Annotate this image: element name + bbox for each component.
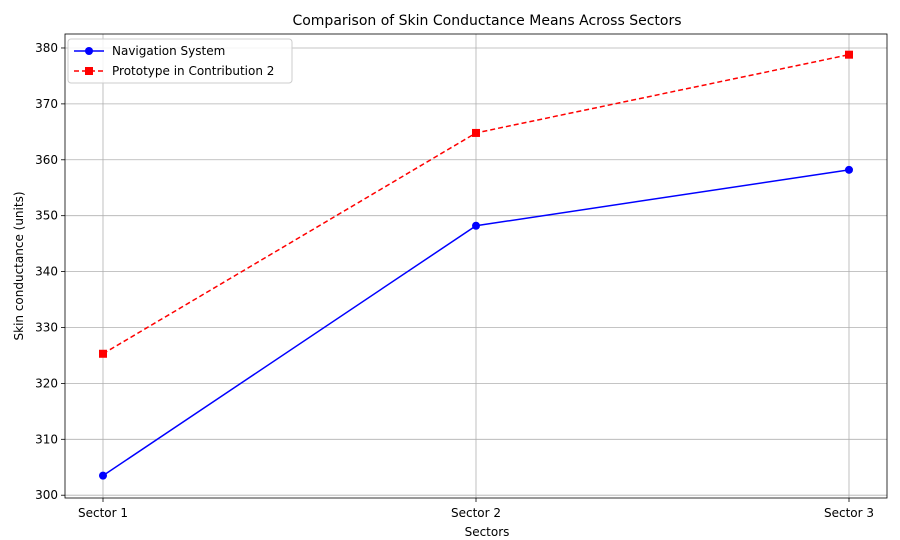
legend-marker-circle xyxy=(85,47,93,55)
x-tick-label: Sector 3 xyxy=(824,506,874,520)
legend-marker-square xyxy=(85,67,93,75)
plot-frame xyxy=(64,33,888,499)
legend-label: Navigation System xyxy=(112,44,225,58)
y-tick-label: 320 xyxy=(35,376,58,390)
chart-title: Comparison of Skin Conductance Means Acr… xyxy=(292,13,681,29)
series-layer xyxy=(99,50,853,480)
y-tick-label: 330 xyxy=(35,320,58,334)
y-tick-label: 310 xyxy=(35,432,58,446)
legend: Navigation System Prototype in Contribut… xyxy=(67,38,293,84)
y-tick-label: 350 xyxy=(35,209,58,223)
x-axis-label: Sectors xyxy=(465,525,510,539)
data-point-square xyxy=(845,50,853,59)
y-tick-label: 360 xyxy=(35,153,58,167)
legend-entry-prototype: Prototype in Contribution 2 xyxy=(74,64,274,78)
legend-label: Prototype in Contribution 2 xyxy=(112,64,274,78)
y-tick-label: 340 xyxy=(35,265,58,279)
y-tick-label: 380 xyxy=(35,41,58,55)
data-point-circle xyxy=(472,221,480,230)
data-point-circle xyxy=(99,471,107,480)
y-tick-label: 300 xyxy=(35,488,58,502)
data-point-square xyxy=(99,349,107,358)
axes xyxy=(61,33,888,502)
data-point-circle xyxy=(845,165,853,174)
legend-frame xyxy=(67,38,293,84)
y-tick-label: 370 xyxy=(35,97,58,111)
x-tick-label: Sector 2 xyxy=(451,506,501,520)
y-axis-label: Skin conductance (units) xyxy=(12,191,26,340)
legend-entry-navigation-system: Navigation System xyxy=(74,44,225,58)
grid xyxy=(65,34,887,498)
x-tick-label: Sector 1 xyxy=(78,506,128,520)
data-point-square xyxy=(472,128,480,137)
tick-labels: 300 310 320 330 340 350 360 370 380 Sector 1 Secto… xyxy=(35,41,874,520)
